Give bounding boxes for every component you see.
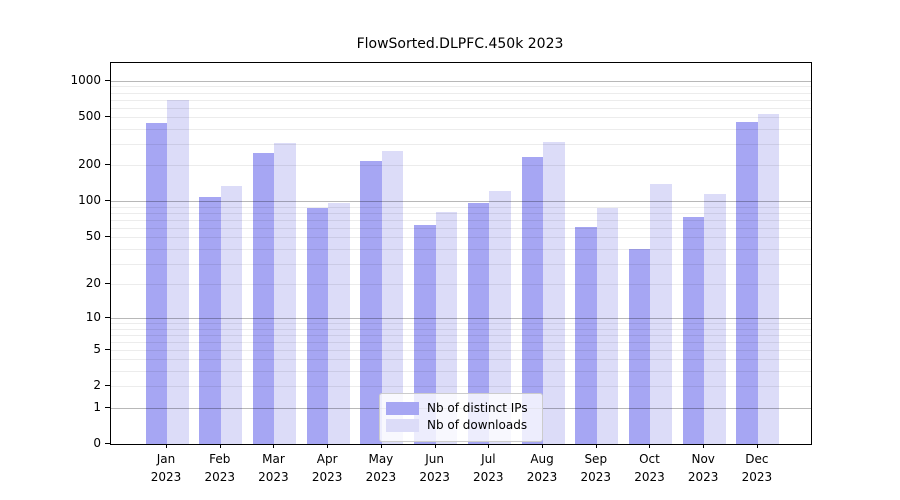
legend-item-distinct-ips: Nb of distinct IPs xyxy=(386,401,534,415)
bar-downloads-apr xyxy=(328,202,350,444)
y-tick-label: 50 xyxy=(85,229,101,244)
bar-distinct-ips-jun xyxy=(414,224,436,444)
x-tick-label: Sep 2023 xyxy=(580,452,612,484)
bar-downloads-sep xyxy=(596,208,619,444)
x-tick-label: May 2023 xyxy=(365,452,397,484)
bar-downloads-oct xyxy=(650,183,672,444)
bar-downloads-may xyxy=(381,150,404,444)
legend-item-downloads: Nb of downloads xyxy=(386,418,534,432)
bar-distinct-ips-sep xyxy=(575,227,597,444)
y-tick-mark xyxy=(105,116,110,118)
x-tick-label: Jul 2023 xyxy=(473,452,504,484)
x-tick-label: Jun 2023 xyxy=(419,452,450,484)
bar-distinct-ips-jan xyxy=(145,122,167,444)
y-tick-mark xyxy=(105,348,110,350)
bar-distinct-ips-oct xyxy=(628,248,651,444)
y-tick-mark xyxy=(105,236,110,238)
bar-distinct-ips-aug xyxy=(521,156,544,444)
x-tick-mark xyxy=(542,444,544,448)
legend-swatch-downloads xyxy=(386,418,419,432)
y-tick-label: 1 xyxy=(93,399,101,414)
bar-downloads-mar xyxy=(274,143,296,444)
y-tick-mark xyxy=(105,79,110,81)
bar-downloads-nov xyxy=(704,194,726,444)
legend-swatch-distinct-ips xyxy=(386,401,419,415)
x-tick-mark xyxy=(327,444,329,448)
bar-downloads-aug xyxy=(543,142,565,444)
y-tick-mark xyxy=(105,164,110,166)
y-tick-label: 200 xyxy=(78,157,101,172)
x-tick-label: Oct 2023 xyxy=(634,452,665,484)
bar-distinct-ips-apr xyxy=(306,207,329,444)
legend: Nb of distinct IPs Nb of downloads xyxy=(379,393,543,442)
bar-downloads-jan xyxy=(167,100,189,444)
y-tick-mark xyxy=(105,316,110,318)
y-tick-label: 20 xyxy=(85,276,101,290)
bar-distinct-ips-feb xyxy=(199,197,221,444)
y-tick-mark xyxy=(105,200,110,202)
y-tick-mark xyxy=(105,283,110,284)
bar-downloads-jun xyxy=(435,212,458,444)
x-tick-label: Jan 2023 xyxy=(150,452,182,484)
y-tick-label: 10 xyxy=(85,309,101,324)
bar-distinct-ips-nov xyxy=(682,217,705,444)
legend-label-distinct-ips: Nb of distinct IPs xyxy=(427,401,528,415)
bar-distinct-ips-may xyxy=(360,161,382,444)
bar-distinct-ips-dec xyxy=(736,122,758,444)
y-tick-mark xyxy=(105,443,110,444)
x-tick-label: Dec 2023 xyxy=(741,452,773,484)
y-tick-mark xyxy=(105,406,110,408)
x-tick-mark xyxy=(756,444,758,448)
y-tick-label: 100 xyxy=(78,193,101,208)
y-tick-label: 0 xyxy=(93,436,101,450)
plot-area: Nb of distinct IPs Nb of downloads xyxy=(110,62,812,445)
x-tick-mark xyxy=(380,444,382,448)
x-tick-mark xyxy=(703,444,705,448)
y-tick-label: 5 xyxy=(93,341,101,356)
x-tick-mark xyxy=(219,444,221,448)
bar-downloads-feb xyxy=(220,185,243,444)
x-tick-label: Aug 2023 xyxy=(526,452,558,484)
x-tick-mark xyxy=(649,444,651,448)
y-tick-label: 500 xyxy=(78,109,101,124)
x-tick-mark xyxy=(273,444,275,448)
bars-layer xyxy=(111,63,811,444)
y-tick-mark xyxy=(105,385,110,387)
y-tick-label: 1000 xyxy=(70,72,101,87)
bar-distinct-ips-mar xyxy=(252,152,275,444)
x-tick-label: Apr 2023 xyxy=(311,452,343,484)
x-tick-mark xyxy=(488,444,490,448)
chart-title: FlowSorted.DLPFC.450k 2023 xyxy=(356,36,564,52)
x-tick-mark xyxy=(595,444,597,448)
x-tick-mark xyxy=(434,444,436,448)
legend-label-downloads: Nb of downloads xyxy=(427,418,528,432)
x-tick-label: Mar 2023 xyxy=(258,452,289,484)
x-tick-label: Feb 2023 xyxy=(204,452,235,484)
x-tick-label: Nov 2023 xyxy=(687,452,719,484)
x-tick-mark xyxy=(166,444,167,448)
bar-distinct-ips-jul xyxy=(467,203,490,444)
bar-downloads-jul xyxy=(489,191,511,444)
bar-downloads-dec xyxy=(757,113,780,444)
y-tick-label: 2 xyxy=(93,378,101,393)
